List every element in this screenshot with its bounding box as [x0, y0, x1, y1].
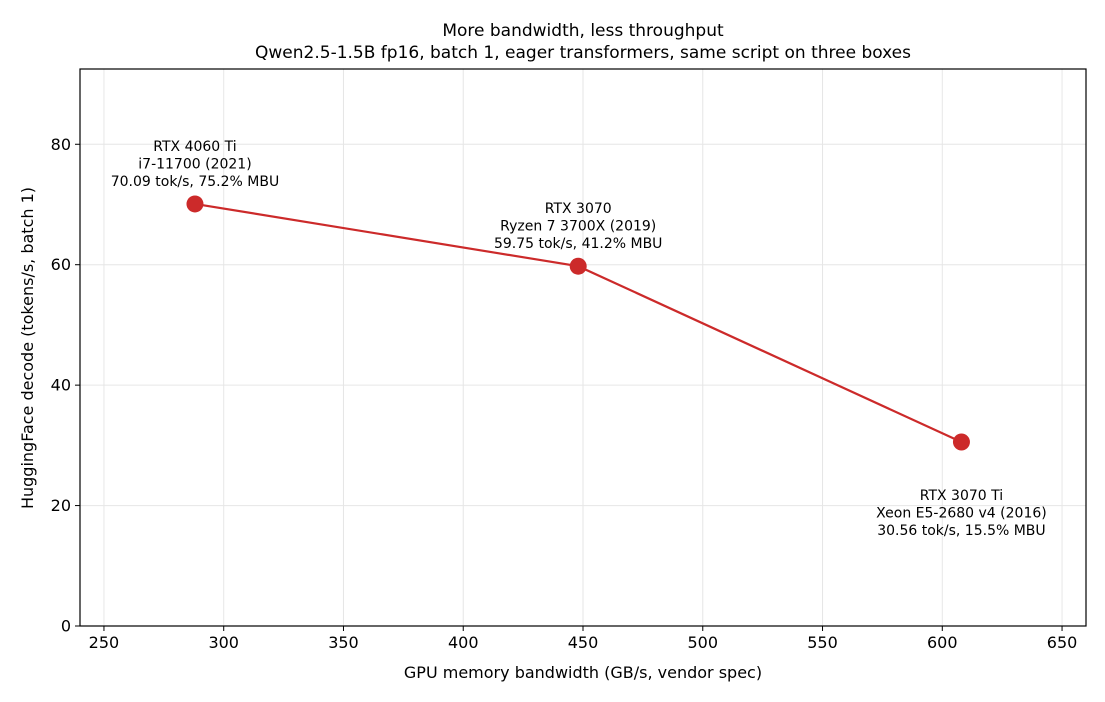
- axis-ticks: 250 300 350 400 450 500 550 600 650 0 20 40 60 80: [51, 135, 1078, 652]
- y-tick-label: 40: [51, 376, 71, 395]
- series: [186, 195, 970, 451]
- annotation-line: 30.56 tok/s, 15.5% MBU: [877, 523, 1045, 539]
- y-axis-label: HuggingFace decode (tokens/s, batch 1): [18, 187, 37, 509]
- annotation-line: Ryzen 7 3700X (2019): [500, 219, 656, 235]
- point-annotation: RTX 3070 Ti Xeon E5-2680 v4 (2016) 30.56 t…: [876, 488, 1047, 539]
- annotation-line: RTX 3070 Ti: [920, 488, 1003, 504]
- point-annotation: RTX 4060 Ti i7-11700 (2021) 70.09 tok/s, 7…: [111, 139, 279, 190]
- annotations: RTX 4060 Ti i7-11700 (2021) 70.09 tok/s, 7…: [111, 139, 1047, 539]
- annotation-line: RTX 3070: [545, 201, 612, 217]
- y-tick-label: 0: [61, 617, 71, 636]
- annotation-line: i7-11700 (2021): [138, 156, 251, 172]
- annotation-line: 70.09 tok/s, 75.2% MBU: [111, 174, 279, 190]
- x-tick-label: 450: [568, 633, 599, 652]
- annotation-line: Xeon E5-2680 v4 (2016): [876, 505, 1047, 521]
- data-point: [186, 195, 204, 213]
- y-tick-label: 60: [51, 255, 71, 274]
- x-tick-label: 300: [208, 633, 239, 652]
- x-tick-label: 500: [687, 633, 718, 652]
- x-tick-label: 650: [1047, 633, 1078, 652]
- x-tick-label: 400: [448, 633, 479, 652]
- x-tick-label: 600: [927, 633, 958, 652]
- plot-frame: [79, 68, 1087, 627]
- x-tick-label: 350: [328, 633, 359, 652]
- x-tick-label: 250: [89, 633, 120, 652]
- chart-subtitle: Qwen2.5-1.5B fp16, batch 1, eager transf…: [255, 43, 911, 63]
- point-annotation: RTX 3070 Ryzen 7 3700X (2019) 59.75 tok/s,…: [494, 201, 662, 252]
- y-tick-label: 80: [51, 135, 71, 154]
- chart-title: More bandwidth, less throughput: [442, 21, 724, 41]
- x-tick-label: 550: [807, 633, 838, 652]
- y-tick-label: 20: [51, 496, 71, 515]
- data-point: [952, 433, 970, 451]
- annotation-line: RTX 4060 Ti: [153, 139, 236, 155]
- x-axis-label: GPU memory bandwidth (GB/s, vendor spec): [404, 663, 762, 682]
- data-point: [569, 257, 587, 275]
- annotation-line: 59.75 tok/s, 41.2% MBU: [494, 236, 662, 252]
